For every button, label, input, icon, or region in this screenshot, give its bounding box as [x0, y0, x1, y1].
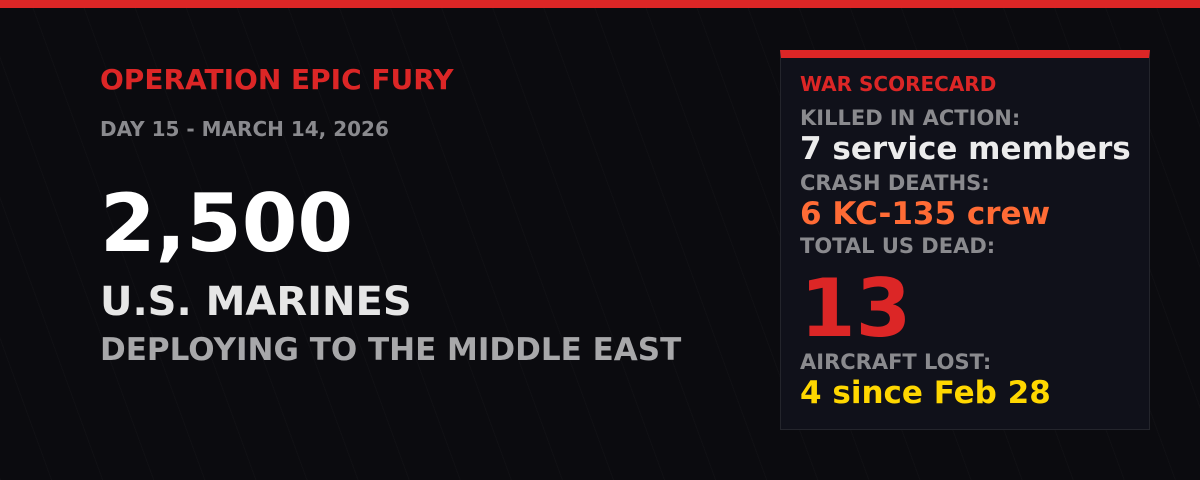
- aircraft-value: 4 since Feb 28: [800, 375, 1051, 411]
- headline-detail: DEPLOYING TO THE MIDDLE EAST: [100, 332, 682, 368]
- date-subtitle: DAY 15 - MARCH 14, 2026: [100, 117, 389, 141]
- total-label: TOTAL US DEAD:: [800, 234, 996, 258]
- kia-value: 7 service members: [800, 131, 1131, 167]
- aircraft-label: AIRCRAFT LOST:: [800, 350, 992, 374]
- war-scorecard-panel: [780, 50, 1150, 430]
- headline-unit: U.S. MARINES: [100, 279, 412, 325]
- page-title: OPERATION EPIC FURY: [100, 63, 454, 96]
- headline-count: 2,500: [100, 177, 354, 270]
- kia-label: KILLED IN ACTION:: [800, 106, 1021, 130]
- total-value: 13: [800, 262, 912, 355]
- scorecard-title: WAR SCORECARD: [800, 72, 997, 96]
- crash-value: 6 KC-135 crew: [800, 196, 1051, 232]
- crash-label: CRASH DEATHS:: [800, 171, 990, 195]
- top-accent-bar: [0, 0, 1200, 8]
